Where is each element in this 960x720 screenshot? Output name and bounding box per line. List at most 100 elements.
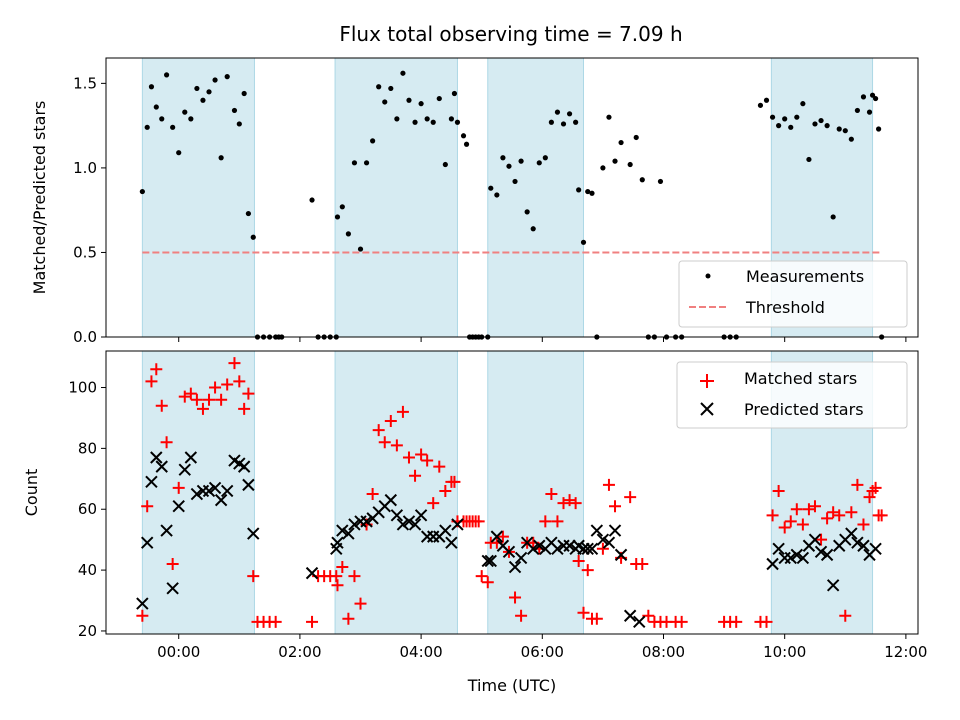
matched-stars-point bbox=[808, 500, 821, 513]
measurements-point bbox=[454, 119, 461, 125]
measurements-point bbox=[170, 124, 176, 130]
predicted-stars-point bbox=[342, 527, 355, 540]
measurements-point bbox=[806, 156, 812, 163]
measurements-point bbox=[818, 117, 824, 124]
matched-stars-point bbox=[242, 387, 255, 400]
measurements-point bbox=[824, 123, 830, 129]
measurements-point bbox=[334, 214, 341, 220]
measurements-point bbox=[585, 188, 591, 195]
matched-stars-point bbox=[348, 570, 361, 583]
measurements-point bbox=[776, 123, 782, 129]
matched-stars-point bbox=[609, 500, 622, 513]
matched-stars-point bbox=[539, 515, 552, 528]
matched-stars-point bbox=[439, 484, 452, 497]
matched-stars-point bbox=[602, 478, 615, 491]
matched-stars-point bbox=[215, 393, 228, 406]
measurements-point bbox=[876, 126, 882, 132]
measurements-point bbox=[757, 102, 764, 108]
matched-stars-point bbox=[178, 390, 191, 403]
x-tick-label: 06:00 bbox=[521, 643, 564, 661]
bottom-panel-y-axis-label: Count bbox=[22, 469, 41, 517]
matched-stars-point bbox=[209, 381, 222, 394]
matched-stars-point bbox=[581, 564, 594, 577]
predicted-stars-point bbox=[608, 524, 622, 537]
predicted-stars-point bbox=[220, 484, 234, 498]
measurements-point bbox=[448, 116, 455, 122]
measurements-point bbox=[542, 155, 548, 161]
matched-stars-point bbox=[172, 481, 185, 494]
measurements-point bbox=[418, 101, 424, 107]
predicted-stars-point bbox=[602, 536, 616, 549]
predicted-stars-point bbox=[202, 484, 216, 498]
predicted-stars-point bbox=[336, 524, 349, 537]
matched-stars-point bbox=[427, 497, 440, 510]
y-tick-label-count: 40 bbox=[78, 561, 97, 579]
matched-stars-point bbox=[269, 615, 282, 628]
measurements-point bbox=[212, 77, 218, 83]
matched-stars-legend-label: Matched stars bbox=[744, 369, 857, 388]
observing-window-ratio-0 bbox=[141, 57, 255, 338]
measurements-point bbox=[548, 119, 554, 125]
measurements-point bbox=[524, 209, 530, 215]
measurements-point bbox=[159, 116, 165, 122]
predicted-stars-point bbox=[166, 582, 179, 595]
bottom-panel-y-ticks: 20 40 60 80 100 bbox=[68, 379, 106, 640]
bottom-panel-frame bbox=[105, 350, 919, 635]
measurements-point bbox=[639, 177, 645, 183]
matched-stars-point bbox=[190, 393, 203, 406]
measurements-point bbox=[370, 138, 376, 144]
measurements-point bbox=[400, 70, 406, 76]
matched-stars-point bbox=[238, 402, 251, 415]
predicted-stars-point bbox=[396, 518, 410, 531]
measurements-point bbox=[633, 134, 639, 141]
predicted-stars-legend-label: Predicted stars bbox=[744, 400, 864, 419]
y-tick-label-count: 100 bbox=[68, 379, 97, 397]
y-tick-label-ratio: 1.0 bbox=[73, 159, 97, 177]
predicted-stars-point bbox=[331, 536, 344, 549]
predicted-stars-point bbox=[140, 536, 154, 549]
measurements-point bbox=[580, 239, 587, 245]
matched-stars-point bbox=[390, 439, 403, 452]
measurements-point bbox=[376, 84, 382, 90]
x-axis-label: Time (UTC) bbox=[467, 676, 556, 695]
measurements-point bbox=[589, 190, 595, 196]
measurements-point bbox=[554, 109, 561, 115]
matched-stars-point bbox=[166, 558, 179, 571]
matched-stars-point bbox=[402, 451, 415, 464]
matched-stars-point bbox=[772, 484, 785, 497]
predicted-stars-point bbox=[551, 542, 564, 556]
matched-stars-point bbox=[141, 500, 154, 513]
predicted-stars-point bbox=[208, 481, 222, 495]
observing-window-ratio-1 bbox=[334, 57, 458, 338]
x-tick-label: 00:00 bbox=[157, 643, 200, 661]
measurements-point bbox=[153, 104, 159, 110]
matched-stars-point bbox=[551, 515, 564, 528]
predicted-stars-point bbox=[490, 530, 504, 543]
measurements-point bbox=[176, 150, 182, 156]
predicted-stars-point bbox=[502, 545, 516, 559]
matched-stars-point bbox=[563, 494, 576, 507]
top-legend-box bbox=[678, 260, 908, 328]
measurements-point bbox=[451, 90, 458, 97]
predicted-stars-point bbox=[402, 515, 416, 528]
predicted-stars-point bbox=[390, 509, 404, 522]
predicted-stars-point bbox=[160, 524, 173, 537]
measurements-point bbox=[848, 136, 854, 142]
matched-stars-point bbox=[184, 387, 197, 400]
measurements-point bbox=[869, 92, 876, 98]
matched-stars-point bbox=[790, 503, 803, 516]
predicted-stars-point bbox=[305, 566, 319, 580]
predicted-stars-point bbox=[178, 463, 191, 476]
predicted-stars-point bbox=[481, 554, 494, 568]
matched-stars-point bbox=[760, 615, 773, 628]
matched-stars-point bbox=[475, 570, 488, 583]
matched-stars-point bbox=[845, 506, 858, 519]
measurements-point bbox=[200, 97, 206, 103]
predicted-stars-point bbox=[772, 542, 785, 556]
top-panel-y-ticks: 0.0 0.5 1.0 1.5 bbox=[73, 74, 106, 346]
measurements-point bbox=[357, 246, 364, 252]
measurements-point bbox=[830, 214, 836, 220]
measurements-point bbox=[576, 187, 582, 193]
matched-stars-point bbox=[421, 454, 434, 467]
